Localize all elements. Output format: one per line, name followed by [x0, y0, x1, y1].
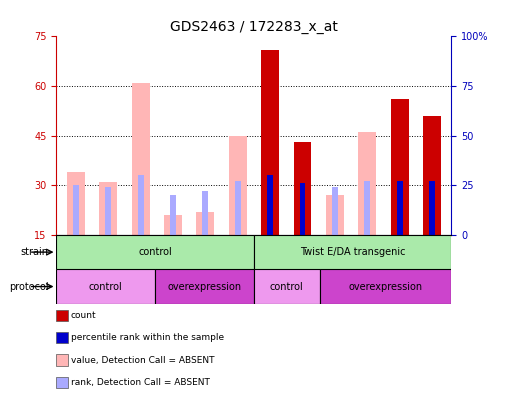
Bar — [326, 195, 344, 235]
Bar — [359, 132, 376, 235]
Bar — [73, 185, 79, 235]
Text: control: control — [270, 281, 304, 292]
Text: control: control — [89, 281, 123, 292]
Bar — [300, 183, 305, 235]
Bar — [155, 269, 254, 304]
Bar — [196, 212, 214, 235]
Bar — [293, 142, 311, 235]
Bar — [235, 181, 241, 235]
Text: protocol: protocol — [9, 281, 49, 292]
Bar — [203, 191, 208, 235]
Bar — [56, 269, 155, 304]
Bar — [229, 136, 247, 235]
Bar — [137, 175, 144, 235]
Bar — [164, 215, 182, 235]
Bar — [254, 235, 451, 269]
Bar — [423, 116, 441, 235]
Bar — [67, 172, 85, 235]
Bar — [100, 182, 117, 235]
Text: Twist E/DA transgenic: Twist E/DA transgenic — [300, 247, 405, 257]
Text: strain: strain — [21, 247, 49, 257]
Text: value, Detection Call = ABSENT: value, Detection Call = ABSENT — [71, 356, 214, 364]
Text: rank, Detection Call = ABSENT: rank, Detection Call = ABSENT — [71, 378, 210, 387]
Bar — [397, 181, 403, 235]
Bar — [267, 175, 273, 235]
Text: control: control — [139, 247, 172, 257]
Bar — [391, 99, 408, 235]
Bar — [364, 181, 370, 235]
Bar — [132, 83, 149, 235]
Bar — [332, 187, 338, 235]
Bar — [105, 187, 111, 235]
Text: overexpression: overexpression — [168, 281, 242, 292]
Bar — [56, 235, 254, 269]
Text: overexpression: overexpression — [348, 281, 423, 292]
Bar — [320, 269, 451, 304]
Bar — [429, 181, 435, 235]
Text: count: count — [71, 311, 96, 320]
Bar — [170, 195, 176, 235]
Bar — [254, 269, 320, 304]
Text: percentile rank within the sample: percentile rank within the sample — [71, 333, 224, 342]
Bar — [261, 50, 279, 235]
Title: GDS2463 / 172283_x_at: GDS2463 / 172283_x_at — [170, 20, 338, 34]
